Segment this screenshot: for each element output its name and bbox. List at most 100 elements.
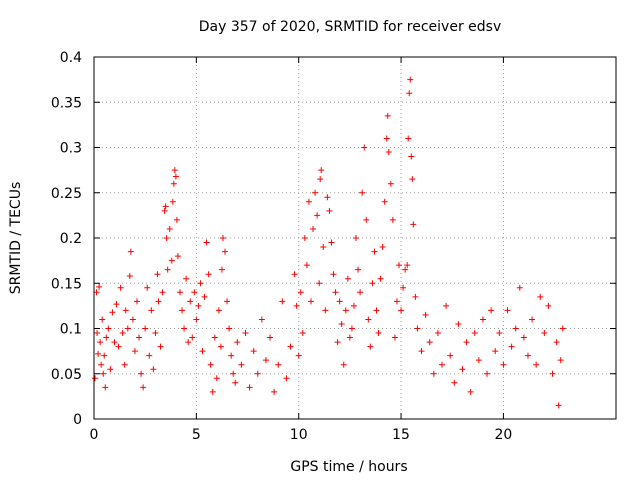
data-point [426,339,433,346]
data-point [226,325,233,332]
y-tick-label: 0.35 [51,95,82,111]
data-point [176,289,183,296]
data-point [447,352,454,359]
data-point [365,316,372,323]
data-point [189,334,196,341]
data-point [330,271,337,278]
data-point [138,370,145,377]
data-point [174,253,181,260]
x-tick-label: 0 [90,427,99,443]
data-point [326,207,333,214]
data-point [197,280,204,287]
data-point [400,284,407,291]
data-point [168,257,175,264]
data-point [410,221,417,228]
data-point [217,343,224,350]
data-point [254,370,261,377]
data-point [171,167,178,174]
data-point [117,284,124,291]
data-point [408,153,415,160]
data-point [242,330,249,337]
data-point [150,366,157,373]
data-point [201,293,208,300]
data-point [541,330,548,337]
data-point [303,262,310,269]
data-point [136,334,143,341]
data-point [103,334,110,341]
data-point [185,339,192,346]
data-point [396,262,403,269]
x-tick-label: 10 [290,427,308,443]
data-point [301,235,308,241]
data-point [553,339,560,346]
data-point [203,239,210,246]
data-point [232,379,239,386]
data-point [250,348,257,355]
data-point [375,330,382,337]
data-point [124,325,131,332]
data-point [211,334,218,341]
data-point [146,352,153,359]
data-point [363,216,370,223]
data-point [451,379,458,386]
data-point [109,309,116,316]
data-point [434,330,441,337]
data-point [328,239,335,246]
data-point [228,352,235,359]
data-point [412,293,419,300]
data-point [504,307,511,314]
data-point [205,271,212,278]
data-point [96,283,103,290]
data-point [224,298,231,305]
data-point [409,176,416,183]
data-point [459,366,466,373]
data-point [187,298,194,305]
data-point [367,343,374,350]
data-point [148,307,155,314]
data-point [140,384,147,391]
y-tick-label: 0.05 [51,367,82,383]
data-point [471,330,478,337]
data-point [291,271,298,278]
data-point [406,90,413,97]
y-tick-label: 0.4 [60,50,82,66]
data-point [533,361,540,368]
data-point [545,302,552,309]
data-point [94,330,101,337]
data-point [391,334,398,341]
data-point [199,348,206,355]
data-point [346,334,353,341]
data-point [520,334,527,341]
x-axis-label: GPS time / hours [290,459,407,475]
data-point [334,339,341,346]
data-point [439,361,445,368]
data-point [122,307,129,314]
data-point [181,325,188,332]
data-points [92,76,566,409]
data-point [157,343,164,350]
data-point [316,280,323,287]
data-point [126,273,133,280]
data-point [377,275,384,282]
data-point [537,293,544,300]
y-axis-label: SRMTID / TECUs [8,182,24,295]
data-point [508,343,515,350]
data-point [238,361,245,368]
data-point [170,180,177,187]
data-point [484,370,491,377]
data-point [357,289,364,296]
data-point [348,325,355,332]
data-point [144,284,151,291]
data-point [492,348,499,355]
data-point [422,311,429,318]
data-point [381,198,388,205]
data-point [305,198,312,205]
data-point [162,203,169,210]
data-point [430,370,437,377]
data-point [179,307,186,314]
data-point [105,325,112,332]
data-point [384,112,391,119]
data-point [379,244,386,251]
data-point [398,307,405,314]
data-point [230,370,237,377]
